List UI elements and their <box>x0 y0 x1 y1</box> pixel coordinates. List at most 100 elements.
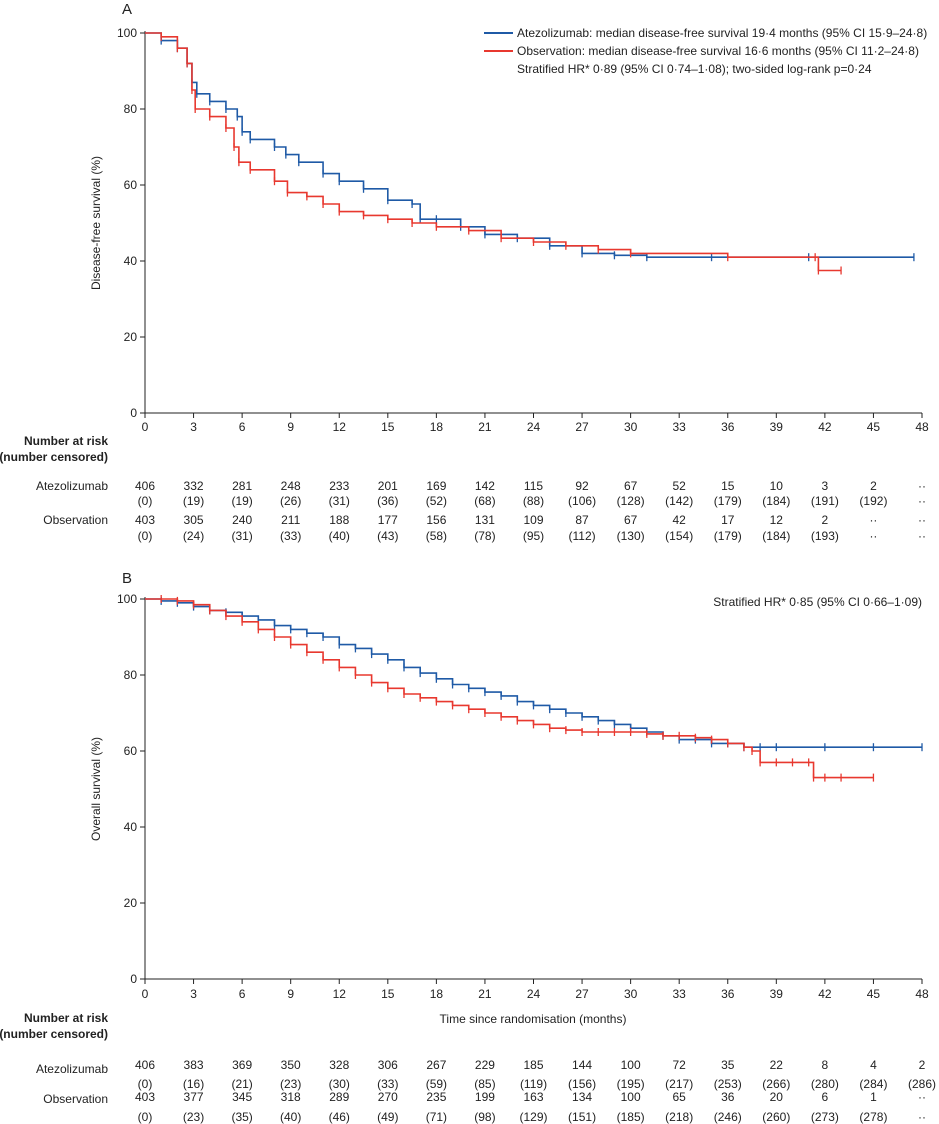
risk-at-risk-value: 403 <box>135 1090 155 1104</box>
risk-censored-value: (26) <box>280 494 301 508</box>
risk-censored-value: (23) <box>280 1077 301 1091</box>
risk-at-risk-value: 383 <box>184 1058 204 1072</box>
risk-at-risk-value: 115 <box>524 479 543 493</box>
panel-b-series <box>145 595 923 782</box>
risk-at-risk-value: 289 <box>329 1090 349 1104</box>
x-tick-label: 39 <box>770 420 784 434</box>
panel-b-letter: B <box>122 570 132 587</box>
risk-at-risk-value: 142 <box>475 479 495 493</box>
y-tick-label: 20 <box>124 896 138 910</box>
y-tick-label: 60 <box>124 744 138 758</box>
y-tick-label: 20 <box>124 330 138 344</box>
risk-censored-value: (49) <box>377 1110 398 1124</box>
risk-at-risk-value: 369 <box>232 1058 252 1072</box>
risk-at-risk-value: 87 <box>575 513 589 527</box>
km-curve-observation <box>145 598 874 779</box>
x-tick-label: 9 <box>287 420 294 434</box>
risk-at-risk-value: 377 <box>184 1090 204 1104</box>
x-tick-label: 15 <box>381 987 395 1001</box>
risk-censored-value: (130) <box>617 529 645 543</box>
risk-at-risk-value: 134 <box>572 1090 592 1104</box>
risk-censored-value: (129) <box>519 1110 547 1124</box>
risk-at-risk-value: 2 <box>919 1058 926 1072</box>
x-tick-label: 0 <box>142 420 149 434</box>
risk-censored-value: (36) <box>377 494 398 508</box>
x-tick-label: 36 <box>721 987 735 1001</box>
risk-censored-value: (273) <box>811 1110 839 1124</box>
risk-table-subheading: (number censored) <box>0 450 108 464</box>
risk-censored-value: (88) <box>523 494 544 508</box>
x-tick-label: 48 <box>915 420 929 434</box>
risk-censored-value: (218) <box>665 1110 693 1124</box>
risk-at-risk-value: 229 <box>475 1058 495 1072</box>
x-tick-label: 12 <box>333 420 347 434</box>
risk-censored-value: (260) <box>762 1110 790 1124</box>
risk-at-risk-value: 131 <box>475 513 495 527</box>
risk-censored-value: (40) <box>329 529 350 543</box>
risk-censored-value: (35) <box>231 1110 252 1124</box>
x-tick-label: 15 <box>381 420 395 434</box>
x-tick-label: 21 <box>478 987 492 1001</box>
x-tick-label: 3 <box>190 420 197 434</box>
risk-censored-value: (85) <box>474 1077 495 1091</box>
x-tick-label: 39 <box>770 987 784 1001</box>
x-tick-label: 18 <box>430 420 444 434</box>
risk-row-label: Observation <box>43 513 108 527</box>
risk-at-risk-value: 65 <box>673 1090 687 1104</box>
risk-at-risk-value: 163 <box>523 1090 543 1104</box>
risk-at-risk-value: ·· <box>869 513 877 527</box>
risk-at-risk-value: 185 <box>523 1058 543 1072</box>
risk-at-risk-value: 36 <box>721 1090 735 1104</box>
risk-at-risk-value: 248 <box>281 479 301 493</box>
risk-at-risk-value: 20 <box>770 1090 784 1104</box>
risk-censored-value: (179) <box>714 529 742 543</box>
risk-at-risk-value: 4 <box>870 1058 877 1072</box>
risk-censored-value: (185) <box>617 1110 645 1124</box>
x-tick-label: 9 <box>287 987 294 1001</box>
risk-at-risk-value: ·· <box>918 479 926 493</box>
risk-censored-value: (179) <box>714 494 742 508</box>
risk-censored-value: (58) <box>426 529 447 543</box>
panel-a-letter: A <box>122 1 132 18</box>
risk-at-risk-value: 281 <box>232 479 252 493</box>
y-tick-label: 40 <box>124 254 138 268</box>
risk-censored-value: ·· <box>918 1110 926 1124</box>
x-tick-label: 30 <box>624 420 638 434</box>
y-tick-label: 0 <box>130 406 137 420</box>
risk-table-heading: Number at risk <box>24 1011 108 1025</box>
risk-at-risk-value: ·· <box>918 513 926 527</box>
risk-censored-value: (21) <box>231 1077 252 1091</box>
risk-censored-value: (266) <box>762 1077 790 1091</box>
risk-at-risk-value: 328 <box>329 1058 349 1072</box>
risk-at-risk-value: 2 <box>870 479 877 493</box>
risk-censored-value: (33) <box>377 1077 398 1091</box>
risk-censored-value: (0) <box>138 1110 153 1124</box>
risk-censored-value: (24) <box>183 529 204 543</box>
legend-observation-label: Observation: median disease-free surviva… <box>517 44 919 58</box>
risk-at-risk-value: 144 <box>572 1058 592 1072</box>
panel-a-series <box>145 32 915 275</box>
x-tick-label: 21 <box>478 420 492 434</box>
risk-censored-value: (43) <box>377 529 398 543</box>
risk-at-risk-value: 306 <box>378 1058 398 1072</box>
risk-censored-value: (112) <box>569 529 596 543</box>
risk-at-risk-value: 10 <box>770 479 784 493</box>
risk-at-risk-value: 211 <box>281 513 300 527</box>
risk-censored-value: (0) <box>138 529 153 543</box>
risk-censored-value: (286) <box>908 1077 936 1091</box>
risk-censored-value: ·· <box>918 529 926 543</box>
risk-censored-value: (19) <box>231 494 252 508</box>
risk-censored-value: ·· <box>918 494 926 508</box>
x-tick-label: 27 <box>575 420 589 434</box>
risk-at-risk-value: 67 <box>624 513 638 527</box>
risk-censored-value: (154) <box>665 529 693 543</box>
risk-at-risk-value: 403 <box>135 513 155 527</box>
risk-censored-value: (278) <box>859 1110 887 1124</box>
panel-b-hr-annotation: Stratified HR* 0·85 (95% CI 0·66–1·09) <box>713 595 922 609</box>
risk-at-risk-value: 240 <box>232 513 252 527</box>
risk-censored-value: (193) <box>811 529 839 543</box>
risk-censored-value: (78) <box>474 529 495 543</box>
risk-at-risk-value: 177 <box>378 513 398 527</box>
risk-censored-value: (16) <box>183 1077 204 1091</box>
panel-a-number-at-risk-table: Number at risk (number censored) Atezolizu… <box>0 434 926 543</box>
